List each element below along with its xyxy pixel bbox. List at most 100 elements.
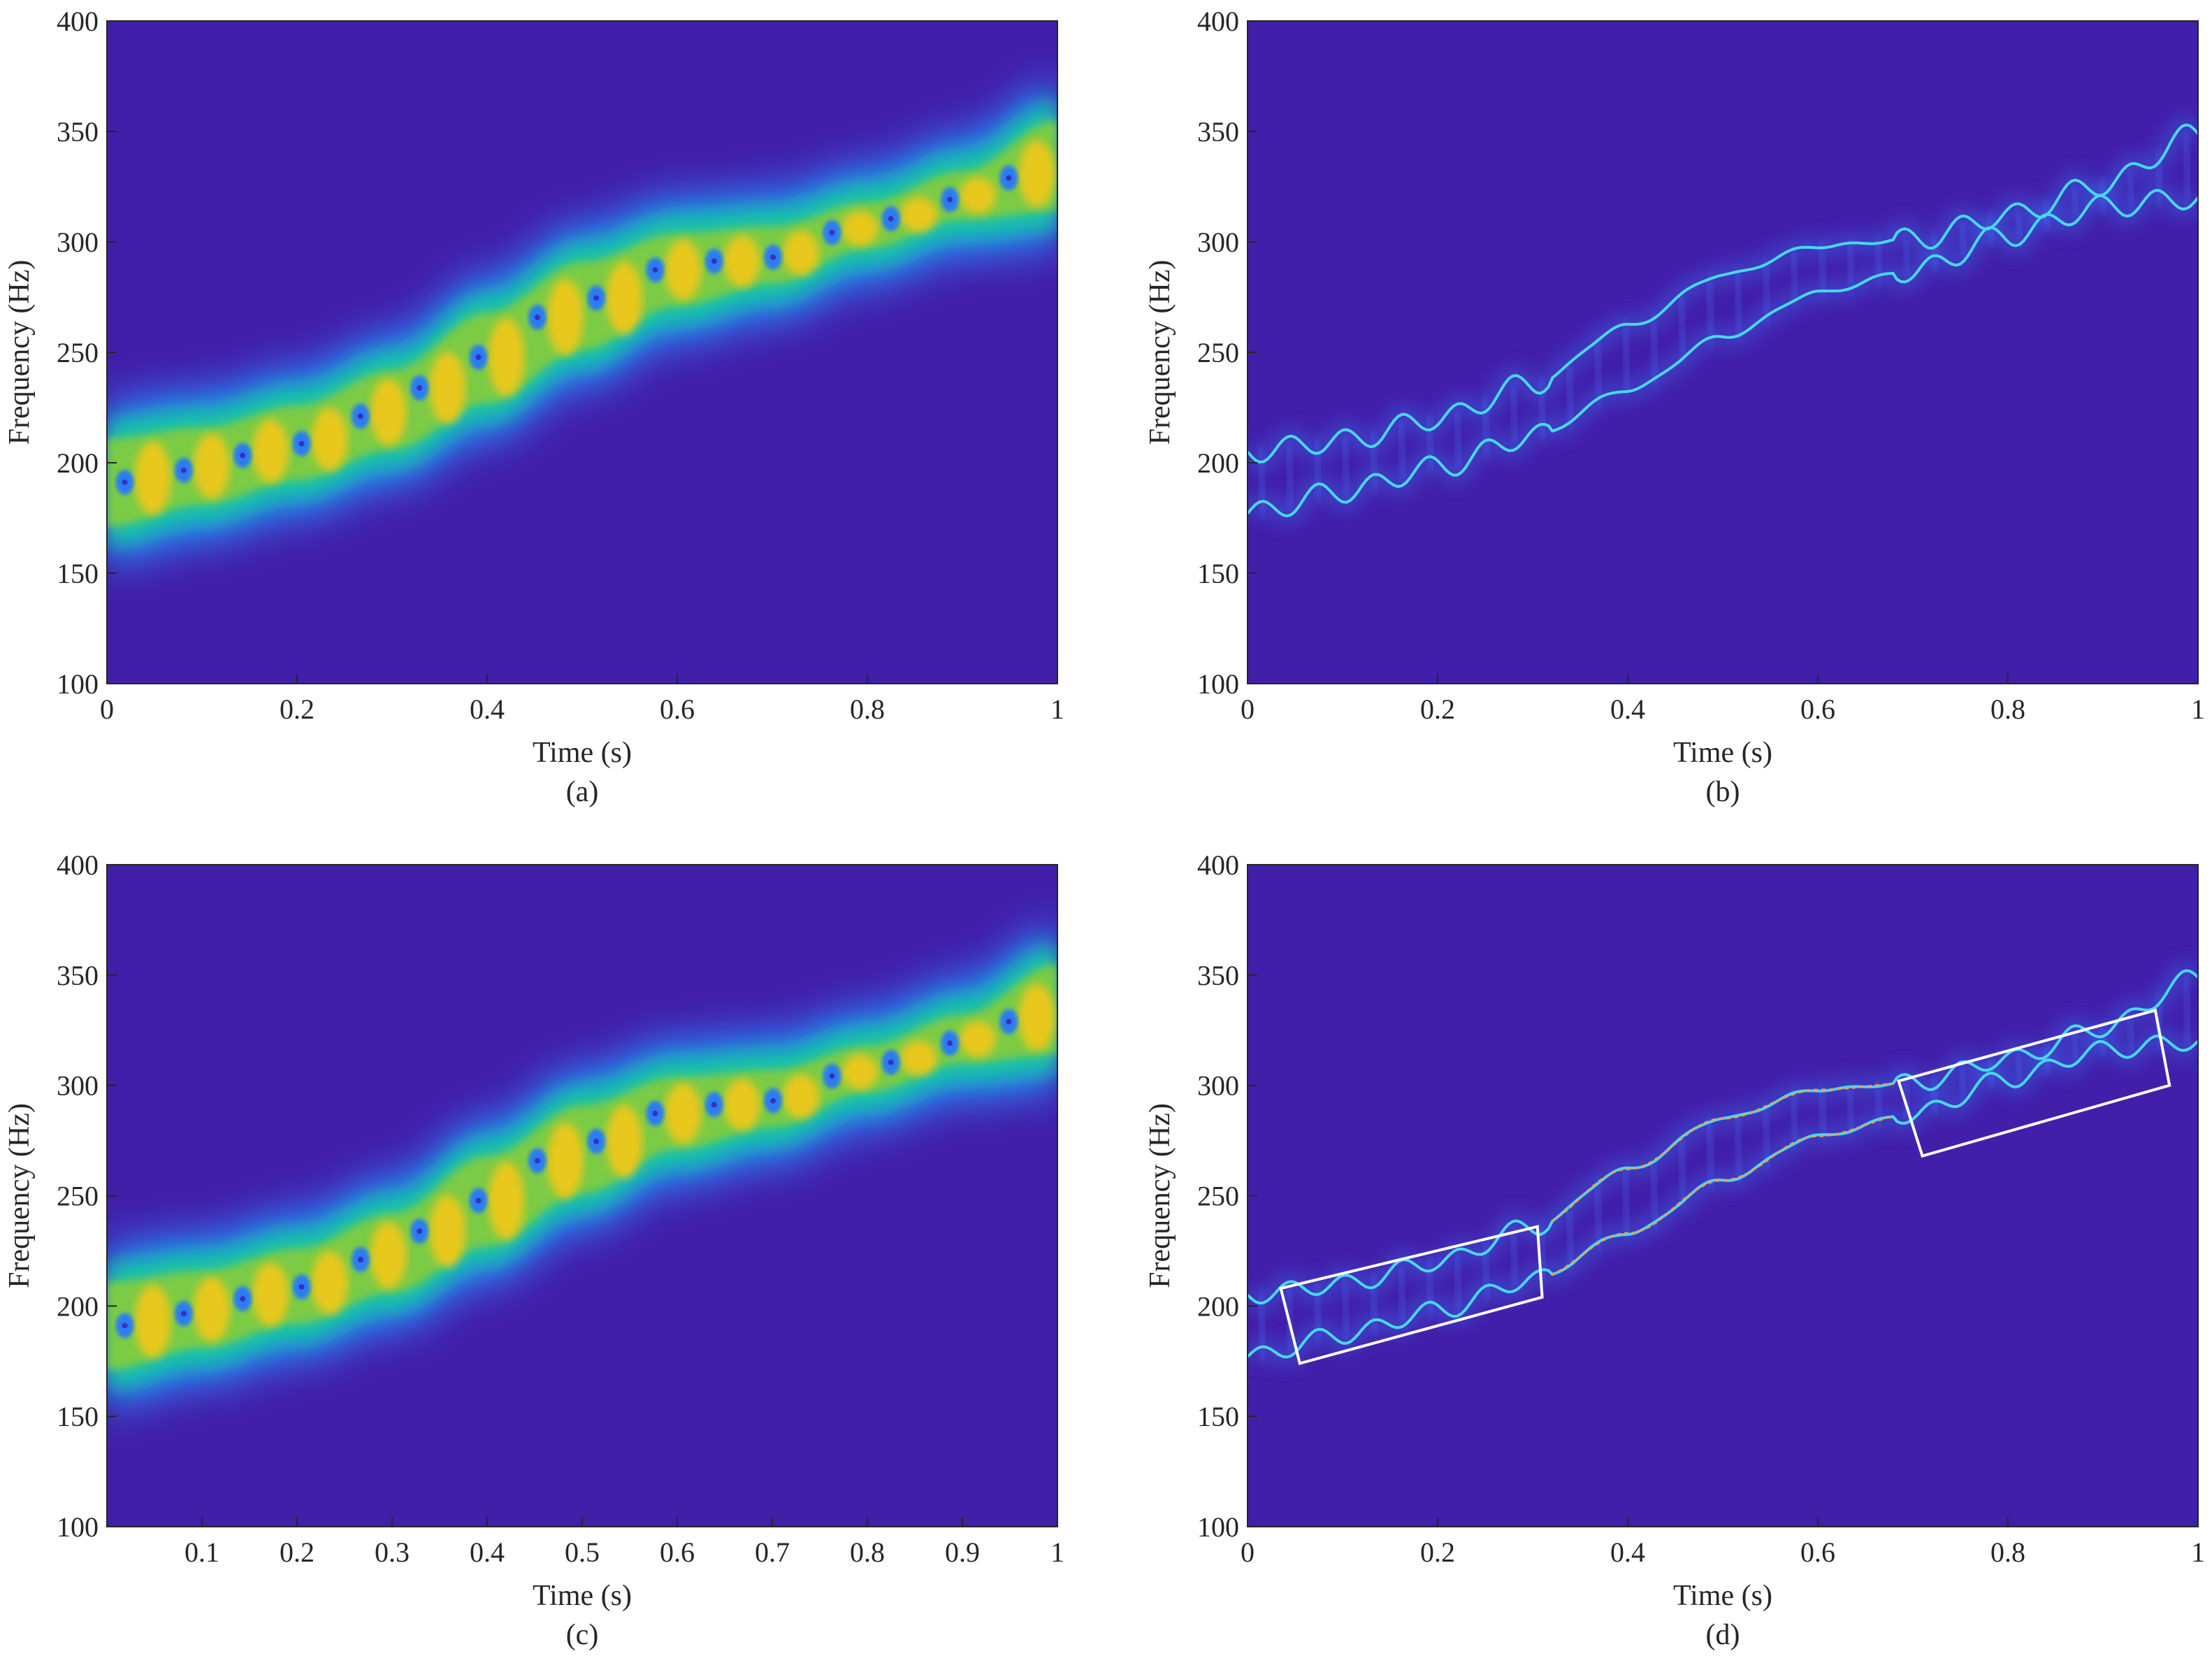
ridge-peak-2 bbox=[1551, 1082, 1894, 1223]
x-tick-label: 0.5 bbox=[565, 1536, 600, 1568]
x-tick-label: 0 bbox=[100, 693, 114, 725]
panel-b: 0 0.2 0.4 0.6 0.8 1 100 150 200 250 300 350 400 Time … bbox=[1144, 6, 2205, 808]
null-core bbox=[357, 413, 363, 419]
y-tick-label: 300 bbox=[57, 1070, 99, 1102]
highlight-box-1 bbox=[1279, 1225, 1544, 1365]
panel-d: 0 0.2 0.4 0.6 0.8 1 100 150 200 250 300 350 400 Time … bbox=[1144, 849, 2205, 1651]
y-tick-label: 200 bbox=[57, 1290, 99, 1322]
null-core bbox=[888, 215, 894, 222]
energy-lobe bbox=[841, 210, 879, 246]
energy-lobe bbox=[1018, 141, 1055, 208]
x-tick-label: 0.4 bbox=[1610, 1536, 1645, 1568]
cross-term bbox=[1452, 411, 1465, 470]
y-tick-label: 300 bbox=[1197, 1070, 1239, 1102]
plot-background bbox=[1248, 21, 2198, 684]
panel-caption: (c) bbox=[566, 1619, 599, 1651]
cross-term bbox=[2181, 131, 2194, 203]
x-axis-label: Time (s) bbox=[1673, 1580, 1772, 1612]
energy-lobe bbox=[370, 1222, 407, 1289]
y-tick-label: 250 bbox=[57, 337, 99, 368]
x-tick-label: 0.6 bbox=[660, 1536, 695, 1568]
highlight-box-2 bbox=[1897, 1008, 2171, 1158]
ridge-line-2 bbox=[1248, 123, 2198, 464]
x-tick-label: 0.6 bbox=[1800, 693, 1835, 725]
y-tick-label: 350 bbox=[57, 116, 99, 147]
cross-term bbox=[1452, 1254, 1465, 1313]
y-tick-label: 350 bbox=[1197, 116, 1239, 147]
panel-c: 0.1 0.2 0.3 0.4 0.5 0.6 0.7 0.8 0.9 1 100 150 200 250… bbox=[3, 849, 1064, 1651]
cross-term bbox=[1395, 1265, 1408, 1324]
y-axis-label: Frequency (Hz) bbox=[1144, 260, 1176, 445]
panel-a: 0 0.2 0.4 0.6 0.8 1 100 150 200 250 300 350 400 Time … bbox=[3, 6, 1064, 808]
energy-lobe bbox=[370, 378, 407, 446]
null-core bbox=[711, 1102, 717, 1108]
y-tick-label: 200 bbox=[57, 447, 99, 479]
cross-term bbox=[1395, 422, 1408, 481]
panel-caption: (a) bbox=[566, 776, 599, 808]
energy-lobe bbox=[841, 1054, 879, 1090]
x-tick-label: 1 bbox=[1050, 693, 1064, 725]
x-tick-label: 0.7 bbox=[755, 1536, 790, 1568]
tf-image bbox=[1248, 119, 2198, 522]
energy-lobe bbox=[429, 1195, 466, 1267]
energy-lobe bbox=[960, 1021, 997, 1058]
x-tick-label: 0.4 bbox=[470, 1536, 505, 1568]
y-tick-label: 200 bbox=[1197, 1290, 1239, 1322]
energy-lobe bbox=[665, 1083, 702, 1144]
x-tick-label: 0.8 bbox=[1990, 1536, 2025, 1568]
null-core bbox=[240, 1295, 246, 1302]
x-tick-label: 0.9 bbox=[945, 1536, 980, 1568]
null-core bbox=[829, 1073, 835, 1079]
null-core bbox=[770, 254, 776, 260]
y-tick-label: 400 bbox=[1197, 6, 1239, 37]
panel-caption: (b) bbox=[1706, 776, 1740, 808]
null-core bbox=[180, 467, 187, 473]
null-core bbox=[240, 452, 246, 459]
y-tick-label: 100 bbox=[1197, 668, 1239, 700]
energy-lobe bbox=[783, 1074, 820, 1119]
null-core bbox=[417, 384, 423, 391]
energy-lobe bbox=[606, 1105, 643, 1178]
energy-lobe bbox=[252, 1262, 289, 1327]
null-core bbox=[417, 1228, 423, 1234]
x-tick-label: 0.8 bbox=[1990, 693, 2025, 725]
null-core bbox=[888, 1059, 894, 1065]
energy-lobe bbox=[547, 279, 584, 356]
y-tick-label: 350 bbox=[57, 960, 99, 991]
x-tick-label: 1 bbox=[2191, 693, 2205, 725]
x-tick-label: 0.4 bbox=[470, 693, 505, 725]
y-tick-label: 100 bbox=[1197, 1511, 1239, 1543]
panel-caption: (d) bbox=[1706, 1619, 1740, 1651]
null-core bbox=[947, 1040, 953, 1046]
null-core bbox=[475, 1197, 482, 1204]
interference-lobes bbox=[115, 141, 1055, 515]
tf-image bbox=[107, 924, 1057, 1410]
x-tick-label: 0.2 bbox=[280, 1536, 315, 1568]
x-axis-label: Time (s) bbox=[533, 1580, 632, 1612]
energy-lobe bbox=[723, 235, 760, 287]
ridge-peak-1 bbox=[1551, 1115, 1895, 1276]
cross-term bbox=[1732, 269, 1745, 340]
y-axis-label: Frequency (Hz) bbox=[3, 1103, 36, 1288]
x-tick-label: 0 bbox=[1241, 1536, 1255, 1568]
null-core bbox=[947, 196, 953, 203]
cross-term bbox=[2125, 1014, 2137, 1053]
energy-lobe bbox=[134, 441, 171, 515]
energy-lobe bbox=[252, 419, 289, 483]
x-tick-label: 0.3 bbox=[375, 1536, 410, 1568]
y-tick-label: 300 bbox=[1197, 226, 1239, 258]
null-core bbox=[475, 354, 482, 361]
cross-term bbox=[1508, 382, 1521, 445]
cross-term bbox=[2181, 975, 2194, 1046]
y-tick-label: 250 bbox=[57, 1181, 99, 1212]
cross-term bbox=[1339, 435, 1352, 496]
x-tick-label: 0.2 bbox=[1420, 693, 1455, 725]
null-core bbox=[1006, 1018, 1012, 1025]
null-core bbox=[122, 1323, 128, 1329]
y-axis-label: Frequency (Hz) bbox=[1144, 1103, 1176, 1288]
y-tick-label: 400 bbox=[1197, 849, 1239, 881]
null-core bbox=[298, 1283, 305, 1290]
x-tick-label: 0.2 bbox=[1420, 1536, 1455, 1568]
energy-lobe bbox=[723, 1079, 760, 1131]
energy-lobe bbox=[960, 177, 997, 214]
